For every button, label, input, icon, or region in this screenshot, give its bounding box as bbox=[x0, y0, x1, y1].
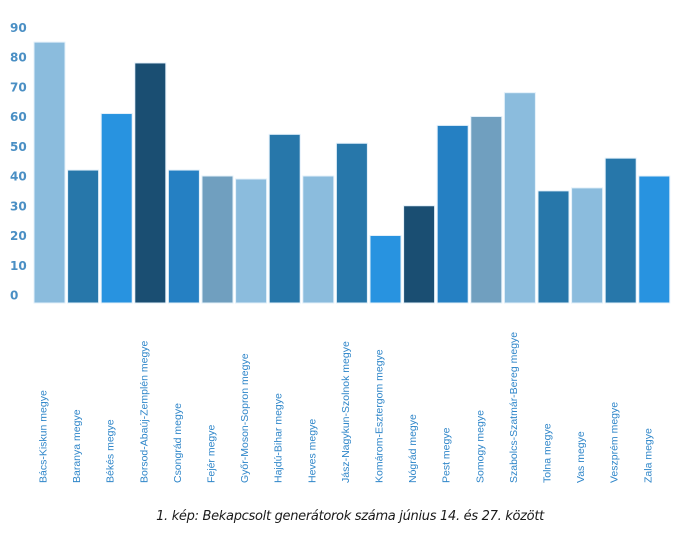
bar bbox=[537, 190, 570, 304]
x-tick-label: Szabolcs-Szatmár-Bereg megye bbox=[508, 332, 520, 483]
x-axis: Bács-Kiskun megye Baranya megye Békés megy… bbox=[38, 332, 655, 483]
bar bbox=[67, 169, 100, 304]
y-axis: 0 10 20 30 40 50 60 70 80 90 bbox=[10, 21, 27, 303]
bar bbox=[470, 116, 503, 304]
y-tick-label: 20 bbox=[10, 229, 27, 243]
y-tick-label: 80 bbox=[10, 51, 27, 65]
bar-chart: 0 10 20 30 40 50 60 70 80 90 Bács-Kiskun megye Bar… bbox=[10, 21, 671, 483]
bar bbox=[571, 187, 604, 304]
bar bbox=[167, 169, 200, 304]
x-tick-label: Baranya megye bbox=[71, 409, 83, 483]
x-tick-label: Fejér megye bbox=[206, 424, 218, 483]
bar bbox=[100, 113, 133, 304]
bar bbox=[335, 142, 368, 304]
y-tick-label: 10 bbox=[10, 259, 27, 273]
bar bbox=[403, 205, 436, 304]
y-tick-label: 0 bbox=[10, 289, 18, 303]
y-tick-label: 50 bbox=[10, 140, 27, 154]
bar bbox=[235, 178, 268, 304]
x-tick-label: Tolna megye bbox=[542, 423, 554, 483]
bar bbox=[604, 157, 637, 304]
bar bbox=[369, 235, 402, 304]
y-tick-label: 30 bbox=[10, 199, 27, 213]
y-tick-label: 90 bbox=[10, 21, 27, 35]
x-tick-label: Békés megye bbox=[105, 419, 117, 483]
y-tick-label: 70 bbox=[10, 80, 27, 94]
x-tick-label: Komárom-Esztergom megye bbox=[374, 349, 386, 483]
bar bbox=[201, 175, 234, 304]
x-tick-label: Hajdú-Bihar megye bbox=[273, 393, 285, 483]
x-tick-label: Csongrád megye bbox=[172, 403, 184, 483]
bars bbox=[33, 41, 671, 304]
bar bbox=[503, 92, 536, 304]
x-tick-label: Győr-Moson-Sopron megye bbox=[239, 353, 251, 483]
bar bbox=[134, 62, 167, 304]
bar bbox=[302, 175, 335, 304]
x-tick-label: Heves megye bbox=[306, 419, 318, 483]
x-tick-label: Borsod-Abaúj-Zemplén megye bbox=[138, 340, 150, 483]
bar bbox=[436, 124, 469, 304]
x-tick-label: Bács-Kiskun megye bbox=[38, 390, 50, 483]
bar bbox=[638, 175, 671, 304]
y-tick-label: 40 bbox=[10, 170, 27, 184]
x-tick-label: Veszprém megye bbox=[609, 402, 621, 483]
x-tick-label: Somogy megye bbox=[474, 410, 486, 483]
x-tick-label: Zala megye bbox=[642, 428, 654, 483]
bar bbox=[268, 133, 301, 304]
bar bbox=[33, 41, 66, 304]
x-tick-label: Pest megye bbox=[441, 427, 453, 483]
figure-caption: 1. kép: Bekapcsolt generátorok száma jún… bbox=[156, 509, 544, 524]
x-tick-label: Nógrád megye bbox=[407, 414, 419, 483]
x-tick-label: Vas megye bbox=[575, 431, 587, 483]
y-tick-label: 60 bbox=[10, 110, 27, 124]
x-tick-label: Jász-Nagykun-Szolnok megye bbox=[340, 341, 352, 483]
